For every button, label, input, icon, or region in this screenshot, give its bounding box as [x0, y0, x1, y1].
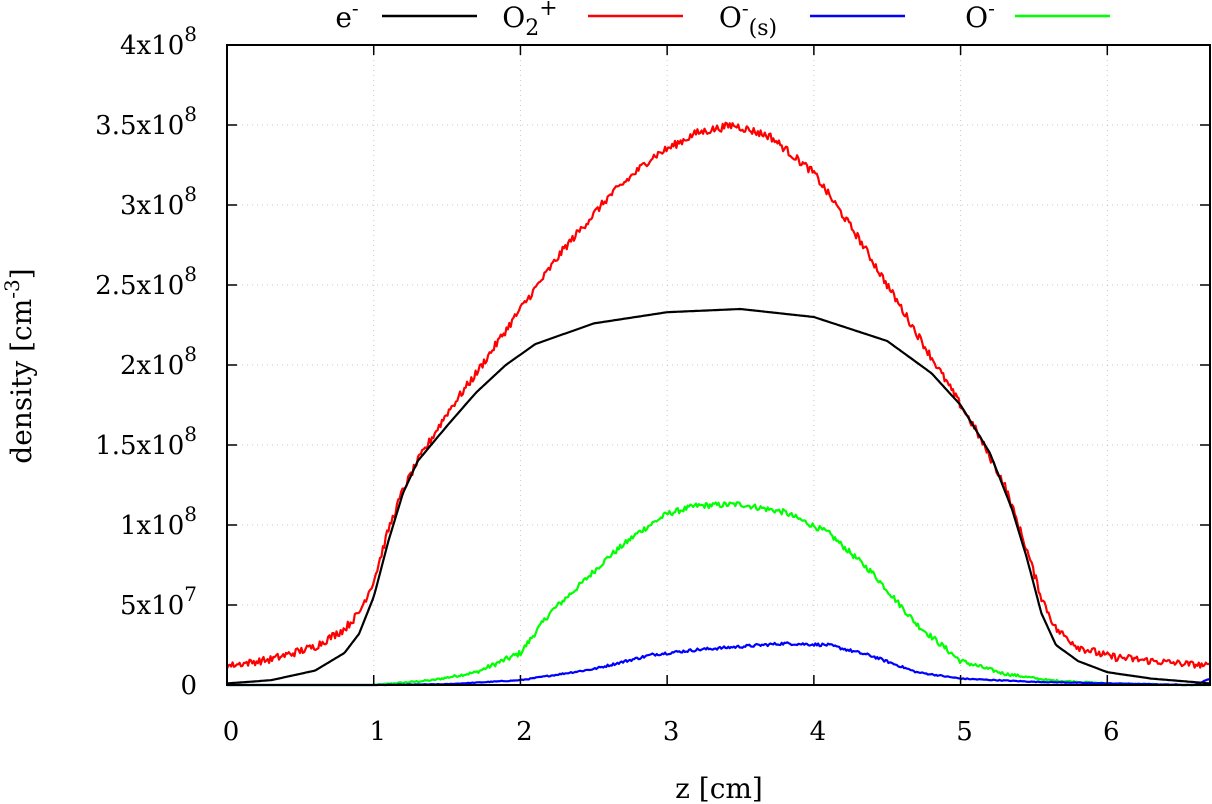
y-tick-label: 2x108 — [120, 342, 197, 381]
y-tick-label-exponent: 8 — [184, 502, 197, 526]
legend-label-superscript: + — [539, 0, 557, 21]
legend-label-base: e — [335, 1, 352, 34]
y-tick-label-exponent: 8 — [184, 422, 197, 446]
legend-label-O2+: O2+ — [502, 0, 557, 41]
x-tick-label: 0 — [223, 717, 240, 747]
legend-label-superscript: - — [352, 0, 359, 20]
legend-label-subscript: (s) — [749, 16, 777, 41]
y-tick-label-base: 3x10 — [120, 191, 184, 221]
y-axis-title-main: density [cm — [5, 299, 38, 464]
series-lines — [225, 121, 1211, 687]
y-tick-label-exponent: 8 — [184, 102, 197, 126]
y-tick-label: 3x108 — [120, 182, 197, 221]
y-tick-label: 0 — [180, 671, 197, 701]
legend: e- O2+ O-(s) O- — [335, 0, 1110, 41]
x-tick-labels: 0 1 2 3 4 5 6 — [223, 717, 1120, 747]
y-tick-label-base: 3.5x10 — [95, 111, 184, 141]
y-tick-label-base: 0 — [180, 671, 197, 701]
legend-label-superscript: - — [742, 0, 749, 20]
x-tick-label: 2 — [516, 717, 533, 747]
series-line-O2+ — [225, 121, 1211, 669]
y-tick-label-exponent: 8 — [184, 22, 197, 46]
y-tick-label-base: 2.5x10 — [95, 271, 184, 301]
y-tick-label-exponent: 8 — [184, 182, 197, 206]
y-tick-labels: 05x1071x1081.5x1082x1082.5x1083x1083.5x1… — [95, 22, 197, 701]
y-tick-label: 2.5x108 — [95, 262, 197, 301]
x-axis-title: z [cm] — [675, 772, 763, 804]
y-tick-label-base: 1.5x10 — [95, 431, 184, 461]
y-tick-label: 5x107 — [120, 582, 197, 621]
y-tick-label: 1x108 — [120, 502, 197, 541]
x-tick-label: 1 — [369, 717, 386, 747]
legend-label-O-: O- — [965, 0, 995, 34]
y-tick-label-exponent: 8 — [184, 342, 197, 366]
legend-label-superscript: - — [988, 0, 995, 20]
series-line-O- — [227, 501, 1210, 687]
legend-label-base: O — [502, 1, 525, 34]
y-tick-label-exponent: 8 — [184, 262, 197, 286]
y-tick-label-base: 4x10 — [120, 31, 184, 61]
axis-ticks — [226, 44, 1210, 686]
grid-lines — [227, 45, 1210, 685]
y-tick-label-base: 1x10 — [120, 511, 184, 541]
y-axis-title-exponent: -3 — [0, 279, 24, 298]
y-axis-title: density [cm-3] — [0, 268, 38, 463]
x-tick-label: 3 — [663, 717, 680, 747]
legend-label-base: O — [719, 1, 742, 34]
legend-label-e-: e- — [335, 0, 358, 34]
legend-label-subscript: 2 — [525, 16, 539, 41]
legend-label-base: O — [965, 1, 988, 34]
x-tick-label: 6 — [1103, 717, 1120, 747]
series-line-e- — [226, 307, 1211, 685]
y-axis-title-end: ] — [5, 268, 38, 279]
y-tick-label-base: 2x10 — [120, 351, 184, 381]
y-tick-label: 4x108 — [120, 22, 197, 61]
x-tick-label: 5 — [956, 717, 973, 747]
y-tick-label-base: 5x10 — [120, 591, 184, 621]
y-tick-label-exponent: 7 — [184, 582, 197, 606]
y-tick-label: 3.5x108 — [95, 102, 197, 141]
legend-label-O-(s): O-(s) — [719, 0, 777, 41]
y-tick-label: 1.5x108 — [95, 422, 197, 461]
x-tick-label: 4 — [810, 717, 827, 747]
